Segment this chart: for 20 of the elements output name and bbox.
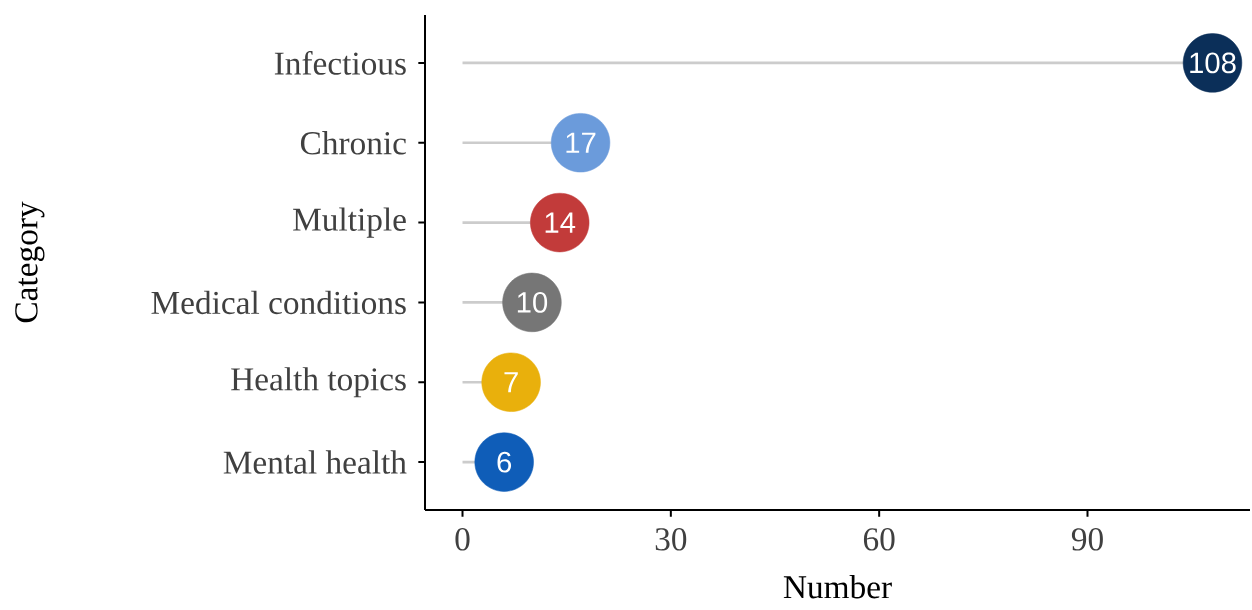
x-tick-label: 30	[655, 528, 687, 551]
y-tick-label: Infectious	[274, 51, 406, 76]
x-tick-label: 90	[1071, 528, 1103, 551]
x-axis-title: Number	[783, 575, 892, 599]
data-label: 17	[566, 132, 596, 154]
data-label: 14	[545, 212, 576, 233]
data-label: 6	[497, 451, 512, 473]
data-label: 108	[1190, 52, 1236, 74]
y-tick-label: Chronic	[300, 131, 406, 155]
point	[474, 432, 534, 492]
data-label: 10	[517, 292, 548, 314]
y-tick-label: Mental health	[223, 450, 407, 475]
x-tick-label: 0	[455, 528, 470, 551]
y-tick-label: Multiple	[293, 207, 406, 238]
data-label: 7	[504, 372, 518, 393]
x-tick-label: 60	[863, 528, 895, 551]
y-tick-label: Health topics	[231, 367, 406, 398]
point	[481, 352, 541, 413]
y-tick-label: Medical conditions	[151, 290, 406, 315]
y-axis-title: Category	[15, 201, 45, 323]
